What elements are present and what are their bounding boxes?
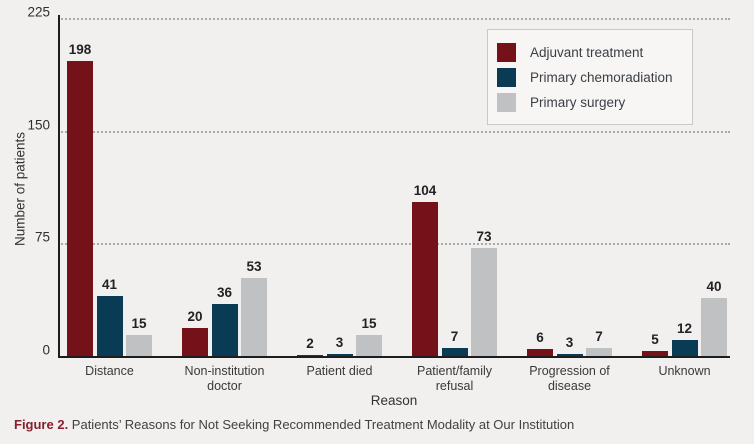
bar-value-label: 3 [565,334,574,350]
plot-area: 198 41 15 20 36 53 2 3 15 104 7 73 6 3 7 5 12 40 [58,15,730,358]
y-tick-label: 75 [34,229,50,245]
bar-group-1: 198 41 15 [67,20,152,358]
bar [241,278,267,358]
bar-value-label: 41 [101,277,118,293]
bar-value-label: 5 [651,331,659,347]
bar-group-6: 5 12 40 [642,20,727,358]
legend-label: Adjuvant treatment [530,45,644,60]
bar-value-label: 104 [413,182,437,198]
y-tick-label: 0 [42,342,50,358]
bar [126,335,152,358]
gridline-225 [58,18,730,20]
caption-text: Patients’ Reasons for Not Seeking Recomm… [68,417,575,432]
legend-label: Primary chemoradiation [530,70,673,85]
bar-group-5: 6 3 7 [527,20,612,358]
bar [471,248,497,358]
y-axis-ticks: 0 75 150 225 [0,5,50,358]
legend-item: Primary chemoradiation [497,65,692,90]
bar [701,297,727,358]
x-axis-category-labels: Distance Non-institution doctor Patient di… [58,364,730,398]
x-axis-title: Reason [370,393,418,408]
bar-group-3: 2 3 15 [297,20,382,358]
bar [527,349,553,358]
bar-value-label: 198 [68,41,92,57]
legend-swatch-chemoradiation [497,68,516,87]
x-category-label: Unknown [658,364,711,378]
bar [356,335,382,358]
x-axis-line [58,356,730,358]
bar-group-4: 104 7 73 [412,20,497,358]
legend-swatch-adjuvant [497,43,516,62]
legend-swatch-surgery [497,93,516,112]
bar-value-label: 73 [476,229,492,245]
bar [182,327,208,358]
y-tick-label: 150 [27,117,50,133]
bar [642,350,668,358]
bar [586,347,612,358]
figure-caption: Figure 2. Patients’ Reasons for Not Seek… [14,417,574,432]
bar-value-label: 15 [131,316,147,332]
bar-value-label: 20 [187,308,203,324]
bar [96,296,123,358]
bar-value-label: 7 [450,328,459,344]
bar-value-label: 6 [536,330,544,345]
bar-value-label: 2 [306,336,314,351]
legend: Adjuvant treatment Primary chemoradiatio… [487,29,693,125]
legend-item: Adjuvant treatment [497,40,692,65]
bar-value-label: 40 [706,278,722,294]
legend-item: Primary surgery [497,90,692,115]
bar-group-2: 20 36 53 [182,20,267,358]
bar-value-label: 53 [246,259,262,275]
bar [556,353,583,358]
x-category-label: Patient/family refusal [416,364,493,393]
bar-value-label: 36 [216,284,233,300]
bar [671,339,698,358]
bar-value-label: 7 [595,328,603,344]
y-tick-label: 225 [27,4,50,20]
bar [441,347,468,358]
gridline-150 [58,130,730,133]
bar-value-label: 12 [676,320,693,336]
bar [67,60,93,358]
bar-value-label: 3 [335,334,344,350]
legend-label: Primary surgery [530,95,626,110]
x-category-label: Patient died [306,364,373,378]
x-category-label: Distance [85,364,134,378]
gridline-75 [58,243,730,246]
bar [412,201,438,358]
bar [326,353,353,358]
bar-value-label: 15 [361,316,377,332]
x-category-label: Non-institution doctor [184,364,265,393]
y-axis-line [58,15,60,358]
bar [211,303,238,358]
x-category-label: Progression of disease [529,364,610,393]
caption-prefix: Figure 2. [14,417,69,432]
